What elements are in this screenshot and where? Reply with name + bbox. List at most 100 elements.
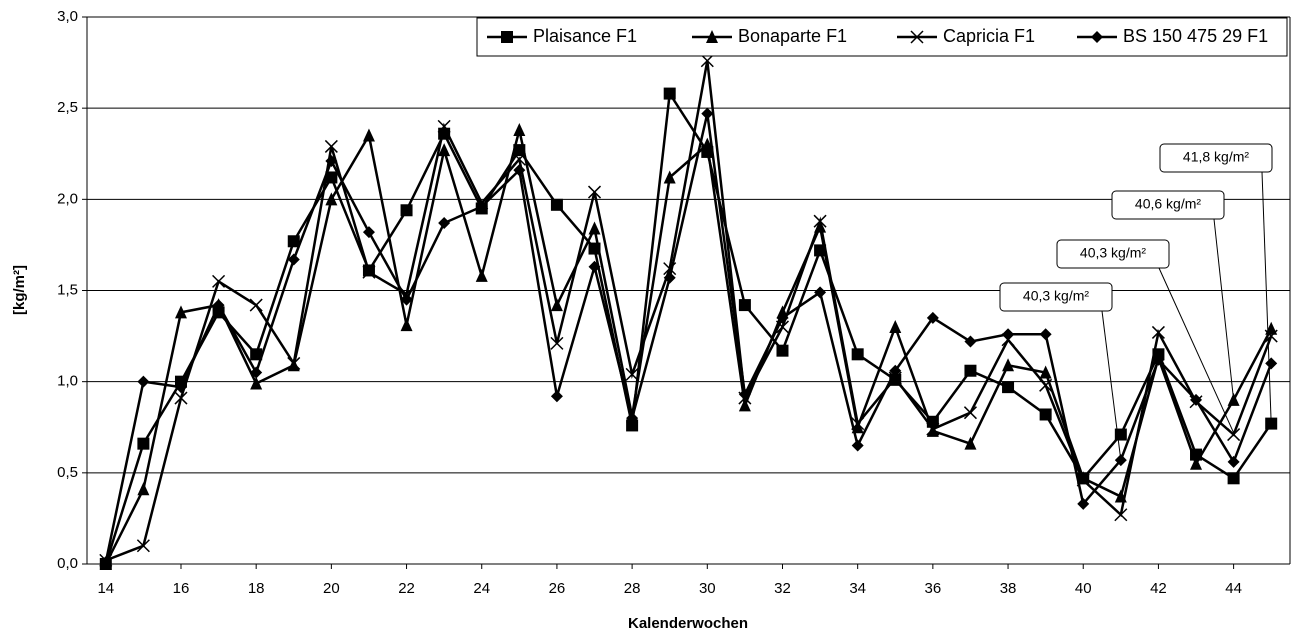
- data-point: [287, 253, 300, 266]
- callout-pointer: [1101, 310, 1122, 461]
- callout-label: 40,6 kg/m²: [1135, 196, 1201, 212]
- data-point: [1039, 328, 1052, 341]
- data-point: [587, 185, 602, 199]
- data-point: [475, 268, 488, 282]
- data-point: [775, 320, 790, 334]
- data-point: [513, 164, 526, 177]
- x-tick-label: 34: [849, 580, 866, 597]
- data-point: [926, 422, 940, 436]
- series-line: [105, 60, 1273, 562]
- data-point: [400, 318, 413, 332]
- data-point: [1265, 357, 1278, 370]
- data-point: [851, 439, 864, 452]
- data-point: [250, 376, 263, 390]
- data-point: [212, 274, 226, 288]
- y-tick-label: 0,5: [57, 464, 78, 481]
- x-axis-title: Kalenderwochen: [628, 615, 748, 632]
- data-point: [663, 271, 676, 284]
- legend-marker: [1091, 31, 1103, 43]
- x-tick-label: 22: [398, 580, 415, 597]
- x-tick-label: 18: [248, 580, 265, 597]
- legend-marker: [706, 30, 718, 43]
- data-point: [550, 336, 564, 350]
- data-point: [137, 375, 150, 388]
- legend-label: Capricia F1: [943, 26, 1035, 46]
- data-point: [325, 192, 338, 206]
- data-point: [588, 221, 601, 235]
- data-point: [174, 391, 188, 405]
- data-point: [550, 390, 563, 403]
- x-tick-label: 40: [1075, 580, 1092, 597]
- legend-box: [476, 17, 1288, 57]
- callout-label: 40,3 kg/m²: [1080, 245, 1146, 261]
- data-point: [1152, 353, 1165, 366]
- legend-marker: [910, 30, 924, 44]
- data-point: [851, 348, 864, 361]
- data-point: [738, 299, 751, 312]
- data-point: [550, 298, 563, 312]
- y-tick-label: 1,5: [57, 281, 78, 298]
- y-axis-title: [kg/m²]: [11, 265, 28, 315]
- data-point: [1227, 455, 1240, 468]
- x-tick-label: 26: [549, 580, 566, 597]
- data-point: [1151, 325, 1165, 339]
- data-point: [438, 217, 451, 230]
- data-point: [174, 305, 187, 319]
- data-point: [1190, 456, 1203, 470]
- y-tick-label: 3,0: [57, 8, 78, 25]
- data-point: [663, 87, 676, 100]
- data-point: [99, 556, 112, 569]
- data-point: [287, 235, 300, 248]
- callout-label: 40,3 kg/m²: [1023, 288, 1089, 304]
- data-point: [212, 299, 225, 312]
- data-point: [1114, 508, 1128, 522]
- x-tick-label: 16: [173, 580, 190, 597]
- data-point: [814, 244, 827, 257]
- data-point: [663, 170, 676, 184]
- data-point: [926, 311, 939, 324]
- data-point: [889, 364, 902, 377]
- x-tick-label: 14: [97, 580, 114, 597]
- data-point: [513, 123, 526, 137]
- data-point: [964, 364, 977, 377]
- callout-pointer: [1213, 218, 1235, 400]
- data-point: [362, 128, 375, 142]
- y-tick-label: 1,0: [57, 373, 78, 390]
- data-point: [250, 348, 263, 361]
- data-point: [776, 344, 789, 357]
- x-tick-label: 24: [473, 580, 490, 597]
- data-point: [1190, 393, 1203, 406]
- data-point: [776, 311, 789, 324]
- data-point: [964, 436, 977, 450]
- y-tick-label: 0,0: [57, 555, 78, 572]
- data-point: [701, 107, 714, 120]
- data-point: [588, 260, 601, 273]
- data-point: [626, 412, 639, 425]
- x-tick-label: 36: [925, 580, 942, 597]
- data-point: [1002, 328, 1015, 341]
- x-tick-label: 32: [774, 580, 791, 597]
- data-point: [1227, 472, 1240, 485]
- data-point: [437, 119, 451, 133]
- data-point: [813, 214, 827, 228]
- data-point: [475, 200, 488, 213]
- x-tick-label: 30: [699, 580, 716, 597]
- data-point: [963, 406, 977, 420]
- data-point: [438, 143, 451, 157]
- data-point: [1039, 378, 1053, 392]
- data-point: [1227, 428, 1241, 442]
- series-line: [104, 113, 1273, 563]
- legend-label: BS 150 475 29 F1: [1123, 26, 1268, 46]
- callout-box: [999, 282, 1113, 312]
- x-tick-label: 28: [624, 580, 641, 597]
- data-point: [287, 356, 301, 370]
- callout-pointer: [1261, 171, 1272, 424]
- data-point: [1002, 358, 1015, 372]
- callout-box: [1111, 190, 1225, 220]
- data-point: [738, 388, 751, 401]
- data-point: [400, 293, 413, 306]
- data-point: [1002, 381, 1015, 394]
- data-point: [700, 54, 714, 68]
